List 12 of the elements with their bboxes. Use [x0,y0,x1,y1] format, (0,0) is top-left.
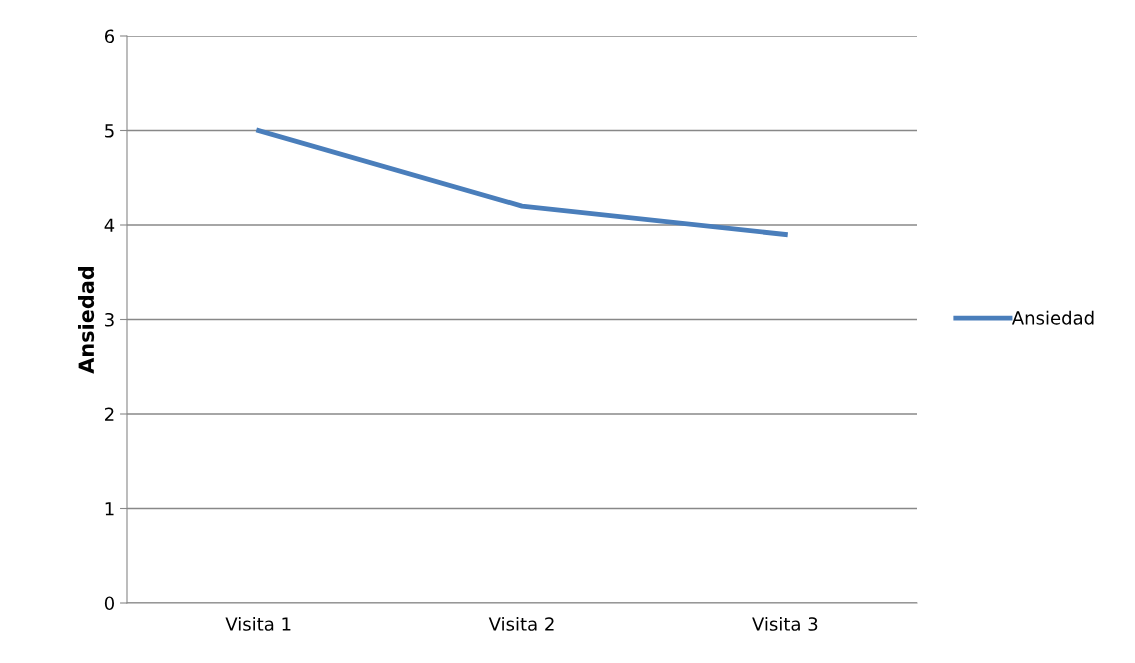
x-tick-label: Visita 3 [752,616,818,631]
y-tick-label: 3 [105,312,114,327]
y-tick-label: 4 [104,218,115,232]
y-tick-label: 2 [105,407,114,421]
y-tick-label: 0 [104,596,114,611]
legend-label: Ansiedad [1011,310,1094,325]
x-tick-label: Visita 1 [225,616,291,631]
y-tick-label: 5 [105,124,114,138]
y-tick-label: 6 [104,29,115,44]
x-tick-label: Visita 2 [488,616,554,631]
y-axis-title: Ansiedad [77,266,95,374]
y-tick-label: 1 [105,502,114,516]
